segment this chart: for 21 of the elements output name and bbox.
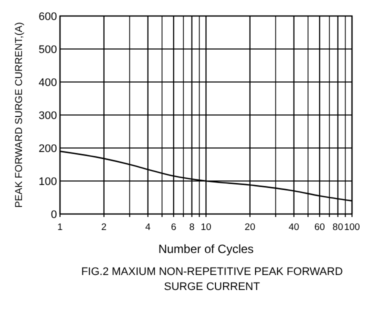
x-tick-label: 80 — [332, 222, 344, 233]
x-tick-label: 1 — [57, 222, 63, 233]
x-tick-label: 6 — [170, 222, 176, 233]
x-tick-label: 60 — [314, 222, 325, 233]
x-tick-label: 100 — [344, 222, 360, 233]
x-axis-title: Number of Cycles — [158, 242, 254, 256]
y-tick-label: 500 — [38, 44, 57, 56]
x-tick-label: 4 — [145, 222, 151, 233]
x-tick-label: 40 — [288, 222, 300, 233]
y-tick-label: 200 — [38, 143, 57, 155]
y-tick-label: 600 — [38, 11, 57, 23]
y-axis-title: PEAK FORWARD SURGE CURRENT,(A) — [14, 22, 25, 208]
x-tick-label: 20 — [244, 222, 256, 233]
text: FIG.2 MAXIUM NON-REPETITIVE PEAK FORWARD SURGE CURRENT — [81, 266, 343, 293]
y-tick-label: 300 — [38, 110, 57, 122]
x-tick-label: 8 — [189, 222, 194, 233]
y-tick-label: 400 — [38, 77, 57, 89]
y-tick-label: 100 — [38, 176, 57, 188]
x-tick-label: 2 — [101, 222, 107, 233]
y-tick-label: 0 — [50, 209, 57, 221]
x-tick-label: 10 — [200, 222, 212, 233]
